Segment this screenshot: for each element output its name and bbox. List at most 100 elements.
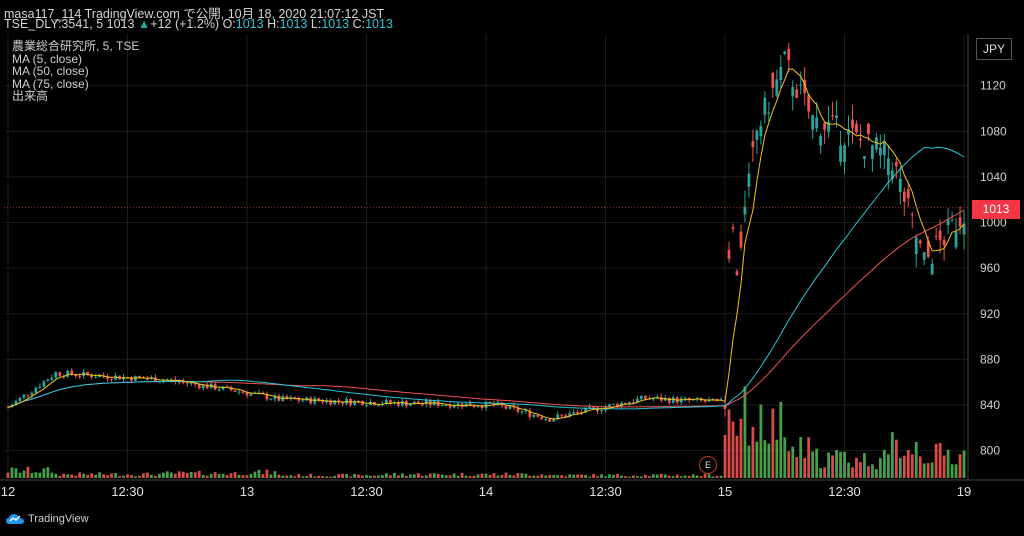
candle-body: [723, 404, 727, 409]
volume-bar: [795, 457, 799, 478]
volume-bar: [755, 441, 759, 478]
volume-bar: [440, 474, 444, 478]
volume-bar: [894, 439, 898, 478]
volume-bar: [237, 474, 241, 478]
candle-body: [600, 410, 603, 412]
candle-body: [731, 227, 735, 229]
candle-body: [205, 384, 209, 389]
volume-bar: [484, 473, 488, 478]
volume-bar: [118, 476, 121, 478]
volume-bar: [301, 476, 305, 478]
volume-bar: [898, 457, 902, 478]
volume-bar: [241, 475, 245, 478]
volume-bar: [62, 473, 66, 478]
x-tick-label: 19: [957, 484, 971, 499]
volume-bar: [667, 475, 671, 478]
volume-bar: [321, 476, 325, 478]
candle-body: [859, 138, 862, 141]
volume-bar: [161, 472, 165, 478]
volume-bar: [946, 449, 950, 478]
legend-series[interactable]: 農業総合研究所, 5, TSE: [12, 39, 140, 53]
volume-bar: [456, 475, 460, 478]
volume-bar: [727, 409, 731, 478]
candle-body: [779, 66, 783, 81]
volume-bar: [329, 476, 333, 478]
candle-body: [755, 130, 759, 141]
candle-body: [488, 401, 492, 404]
legend-volume[interactable]: 出来高: [12, 89, 49, 103]
candle-body: [424, 400, 428, 404]
volume-bar: [906, 449, 910, 478]
candle-body: [843, 145, 846, 162]
open-value: 1013: [235, 17, 264, 31]
legend-ma50[interactable]: MA (50, close): [12, 64, 89, 78]
volume-bar: [695, 475, 699, 478]
candle-body: [396, 402, 400, 406]
candle-body: [890, 170, 894, 180]
candle-body: [369, 402, 372, 406]
legend-ma5[interactable]: MA (5, close): [12, 51, 83, 66]
volume-bar: [735, 435, 739, 478]
volume-bar: [528, 475, 532, 478]
volume-bar: [950, 464, 954, 478]
candle-body: [333, 400, 337, 405]
candle-body: [878, 147, 882, 156]
volume-bar: [791, 446, 795, 478]
volume-bar: [396, 475, 400, 478]
volume-bar: [958, 454, 962, 478]
volume-bar: [34, 472, 38, 478]
currency-button[interactable]: JPY: [976, 38, 1012, 60]
candle-body: [795, 89, 799, 98]
tradingview-logo[interactable]: TradingView: [6, 513, 89, 525]
volume-bar: [962, 450, 966, 478]
ma5-line: [7, 68, 965, 420]
candle-body: [78, 375, 82, 377]
volume-bar: [472, 475, 476, 478]
volume-bar: [699, 476, 703, 478]
volume-bar: [90, 473, 94, 478]
volume-bar: [289, 475, 293, 478]
volume-bar: [468, 476, 472, 478]
volume-bar: [639, 476, 643, 478]
volume-bar: [914, 441, 918, 478]
candle-body: [950, 219, 954, 221]
volume-bar: [293, 476, 297, 478]
symbol-label: TSE_DLY:3541, 5: [4, 17, 104, 31]
volume-bar: [309, 473, 313, 478]
earnings-event-marker[interactable]: E: [699, 456, 717, 474]
volume-bar: [42, 468, 46, 478]
volume-bar: [624, 476, 627, 478]
volume-bar: [938, 443, 942, 478]
candle-body: [552, 419, 556, 422]
volume-bar: [66, 474, 70, 478]
volume-bar: [859, 461, 862, 478]
volume-bar: [719, 475, 723, 478]
change-value: +12 (+1.2%): [150, 17, 220, 31]
last-price-tag: 1013: [972, 200, 1020, 219]
volume-bar: [297, 473, 301, 478]
candle-body: [448, 404, 452, 408]
candle-body: [886, 158, 890, 176]
candle-body: [38, 386, 42, 388]
candle-body: [624, 402, 627, 404]
volume-bar: [492, 473, 496, 478]
volume-bar: [412, 474, 416, 478]
candle-body: [416, 401, 420, 404]
candle-body: [317, 398, 321, 401]
volume-bar: [875, 469, 878, 478]
volume-bar: [576, 474, 580, 478]
volume-bar: [671, 476, 675, 478]
candle-body: [743, 206, 747, 215]
legend-ma75[interactable]: MA (75, close): [12, 76, 89, 91]
candle-body: [635, 398, 639, 403]
candle-body: [301, 400, 305, 402]
candle-body: [98, 375, 102, 378]
candle-body: [273, 395, 277, 400]
candle-body: [181, 381, 185, 383]
candle-body: [353, 400, 356, 405]
volume-bar: [126, 474, 129, 478]
volume-bar: [723, 434, 727, 478]
volume-bar: [6, 472, 10, 478]
volume-bar: [504, 472, 508, 478]
